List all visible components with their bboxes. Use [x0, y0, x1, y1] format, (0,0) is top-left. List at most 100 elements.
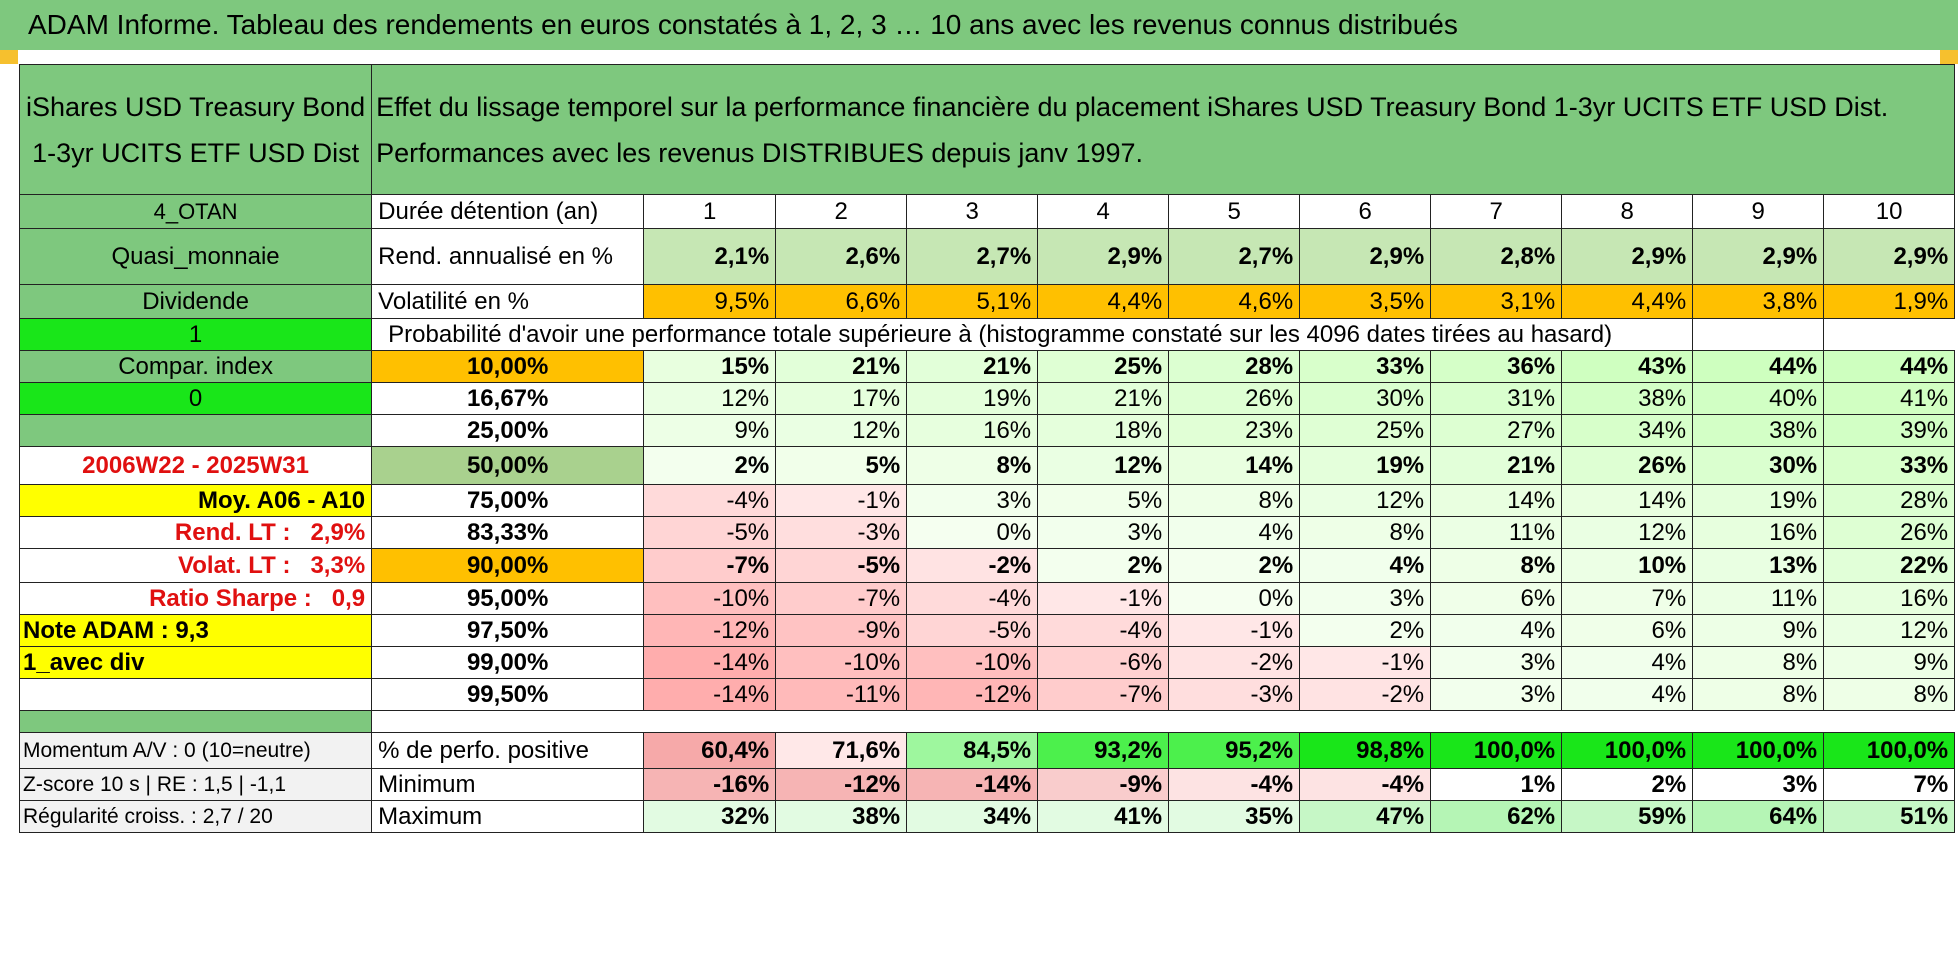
prob-value: 44%	[1823, 350, 1956, 383]
sharpe-value: 0,9	[331, 584, 366, 612]
minimum-value: -4%	[1168, 768, 1301, 801]
prob-value: 30%	[1299, 382, 1432, 415]
separator-green-cell	[18, 710, 373, 733]
rend-lt-label: Rend. LT :	[174, 518, 291, 546]
prob-value: 3%	[1430, 646, 1563, 679]
vol-value: 6,6%	[775, 284, 908, 319]
maximum-value: 59%	[1561, 800, 1694, 833]
maximum-value: 64%	[1692, 800, 1825, 833]
prob-value: -2%	[1299, 678, 1432, 711]
prob-value: 12%	[1299, 484, 1432, 517]
prob-value: -2%	[1168, 646, 1301, 679]
prob-value: 27%	[1430, 414, 1563, 447]
prob-value: -4%	[1037, 614, 1170, 647]
year-header: 6	[1299, 194, 1432, 229]
probability-threshold: 25,00%	[371, 414, 645, 447]
probability-threshold: 99,50%	[371, 678, 645, 711]
prob-value: 19%	[1692, 484, 1825, 517]
prob-value: 21%	[1430, 446, 1563, 485]
prob-value: 4%	[1561, 646, 1694, 679]
maximum-value: 41%	[1037, 800, 1170, 833]
positive-value: 84,5%	[906, 732, 1039, 769]
category-cell: 4_OTAN	[18, 194, 373, 229]
year-header: 10	[1823, 194, 1956, 229]
minimum-value: 7%	[1823, 768, 1956, 801]
minimum-label: Minimum	[371, 768, 645, 801]
prob-value: 19%	[1299, 446, 1432, 485]
prob-value: 26%	[1168, 382, 1301, 415]
rend-value: 2,9%	[1299, 228, 1432, 285]
minimum-value: -16%	[643, 768, 777, 801]
corner-marker-right	[1940, 50, 1958, 64]
minimum-value: -14%	[906, 768, 1039, 801]
vol-value: 4,6%	[1168, 284, 1301, 319]
probability-threshold: 99,00%	[371, 646, 645, 679]
prob-value: 14%	[1430, 484, 1563, 517]
prob-value: 5%	[1037, 484, 1170, 517]
vol-value: 4,4%	[1037, 284, 1170, 319]
prob-value: 4%	[1561, 678, 1694, 711]
prob-value: 33%	[1299, 350, 1432, 383]
positive-value: 100,0%	[1692, 732, 1825, 769]
rend-label: Rend. annualisé en %	[371, 228, 645, 285]
prob-value: 3%	[1037, 516, 1170, 549]
separator-row	[18, 710, 1955, 733]
prob-value: -10%	[643, 582, 777, 615]
prob-value: 4%	[1168, 516, 1301, 549]
minimum-value: 1%	[1430, 768, 1563, 801]
prob-value: 38%	[1561, 382, 1694, 415]
prob-row: Rend. LT : 2,9% 83,33% -5% -3% 0% 3% 4% 8% 11% 12%…	[18, 516, 1956, 549]
prob-value: 10%	[1561, 548, 1694, 583]
compar-flag-cell: 0	[18, 382, 373, 415]
maximum-value: 32%	[643, 800, 777, 833]
prob-value: -14%	[643, 646, 777, 679]
prob-value: 12%	[1823, 614, 1956, 647]
prob-value: 28%	[1823, 484, 1956, 517]
prob-value: 16%	[906, 414, 1039, 447]
corner-marker-left	[0, 50, 18, 64]
prob-value: 3%	[906, 484, 1039, 517]
prob-value: -12%	[906, 678, 1039, 711]
prob-value: -10%	[906, 646, 1039, 679]
prob-value: 8%	[906, 446, 1039, 485]
prob-row: Moy. A06 - A10 75,00% -4% -1% 3% 5% 8% 12% 14% 14…	[18, 484, 1956, 517]
prob-value: 3%	[1299, 582, 1432, 615]
vol-value: 5,1%	[906, 284, 1039, 319]
probability-threshold: 97,50%	[371, 614, 645, 647]
page-title: ADAM Informe. Tableau des rendements en …	[0, 0, 1958, 50]
prob-value: -4%	[643, 484, 777, 517]
dividend-flag-cell: 1	[18, 318, 373, 351]
prob-value: 19%	[906, 382, 1039, 415]
prob-value: 9%	[1692, 614, 1825, 647]
prob-value: -12%	[643, 614, 777, 647]
prob-value: -9%	[775, 614, 908, 647]
vol-value: 9,5%	[643, 284, 777, 319]
prob-value: 26%	[1561, 446, 1694, 485]
prob-value: 41%	[1823, 382, 1956, 415]
compar-label-cell: Compar. index	[18, 350, 373, 383]
sharpe-cell: Ratio Sharpe : 0,9	[18, 582, 373, 615]
rend-value: 2,7%	[906, 228, 1039, 285]
prob-row: 99,50% -14% -11% -12% -7% -3% -2% 3% 4% 8% 8%	[18, 678, 1956, 711]
separator-blank	[371, 710, 1955, 733]
year-header: 3	[906, 194, 1039, 229]
prob-value: 28%	[1168, 350, 1301, 383]
rend-value: 2,8%	[1430, 228, 1563, 285]
prob-value: 44%	[1692, 350, 1825, 383]
prob-value: 2%	[1299, 614, 1432, 647]
prob-value: 12%	[775, 414, 908, 447]
rend-row: Quasi_monnaie Rend. annualisé en % 2,1% 2,6…	[18, 228, 1956, 285]
duration-label: Durée détention (an)	[371, 194, 645, 229]
probability-threshold: 90,00%	[371, 548, 645, 583]
prob-value: 2%	[1037, 548, 1170, 583]
green-empty-cell	[18, 414, 373, 447]
maximum-label: Maximum	[371, 800, 645, 833]
prob-value: 8%	[1299, 516, 1432, 549]
prob-value: -6%	[1037, 646, 1170, 679]
prob-value: 33%	[1823, 446, 1956, 485]
year-header: 1	[643, 194, 777, 229]
prob-row: 2006W22 - 2025W31 50,00% 2% 5% 8% 12% 14% 19% 21…	[18, 446, 1956, 485]
description-cell: Effet du lissage temporel sur la perform…	[371, 64, 1956, 195]
vol-value: 4,4%	[1561, 284, 1694, 319]
prob-value: 2%	[643, 446, 777, 485]
